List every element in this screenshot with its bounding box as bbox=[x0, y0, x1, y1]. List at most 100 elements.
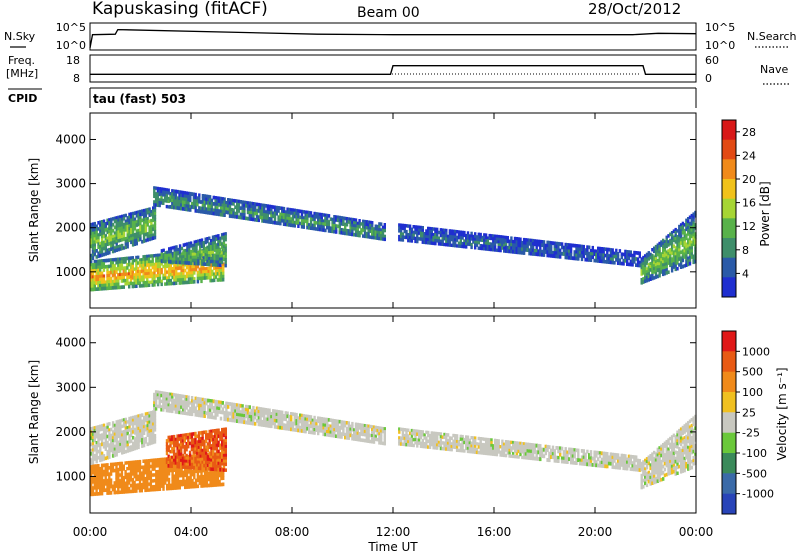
data-cell-band-5 bbox=[672, 259, 676, 263]
data-cell-band-4 bbox=[436, 239, 439, 243]
data-cell-band-2 bbox=[97, 440, 100, 445]
data-cell-band-0 bbox=[93, 275, 96, 279]
data-cell-band-1 bbox=[215, 428, 219, 433]
data-cell-band-1 bbox=[93, 225, 96, 229]
data-cell-band-3 bbox=[374, 236, 377, 240]
data-cell-band-3 bbox=[288, 414, 291, 419]
data-cell-band-0 bbox=[100, 488, 104, 493]
data-cell-band-3 bbox=[342, 216, 345, 220]
data-cell-band-1 bbox=[196, 466, 199, 470]
data-cell-band-0 bbox=[175, 477, 178, 481]
data-cell-band-3 bbox=[167, 199, 170, 203]
data-cell-band-1 bbox=[119, 226, 122, 231]
data-cell-band-0 bbox=[128, 275, 131, 279]
data-cell-band-3 bbox=[347, 424, 350, 428]
data-cell-band-0 bbox=[178, 272, 181, 276]
data-cell-band-1 bbox=[210, 432, 213, 436]
data-cell-band-5 bbox=[694, 256, 697, 261]
data-cell-band-2 bbox=[219, 254, 222, 259]
data-cell-band-5 bbox=[679, 250, 683, 254]
data-cell-band-3 bbox=[309, 421, 313, 425]
data-cell-band-0 bbox=[124, 266, 127, 270]
data-cell-band-3 bbox=[218, 406, 221, 411]
data-cell-band-1 bbox=[90, 244, 93, 249]
data-cell-band-0 bbox=[140, 488, 143, 493]
data-cell-band-4 bbox=[626, 253, 629, 257]
data-cell-band-3 bbox=[354, 218, 358, 222]
data-cell-band-2 bbox=[124, 429, 127, 433]
data-cell-band-2 bbox=[113, 447, 117, 452]
data-cell-band-0 bbox=[155, 268, 158, 272]
data-cell-band-1 bbox=[95, 236, 98, 241]
data-cell-band-4 bbox=[631, 253, 634, 258]
data-cell-band-0 bbox=[138, 468, 142, 473]
data-cell-band-3 bbox=[347, 436, 350, 440]
data-cell-band-4 bbox=[553, 247, 556, 252]
data-cell-band-3 bbox=[263, 420, 266, 424]
data-cell-band-3 bbox=[246, 408, 250, 412]
data-cell-band-0 bbox=[115, 474, 118, 479]
data-cell-band-3 bbox=[331, 418, 334, 423]
data-cell-band-1 bbox=[190, 441, 194, 446]
data-cell-band-1 bbox=[126, 221, 129, 226]
data-cell-band-0 bbox=[167, 282, 171, 286]
data-cell-band-1 bbox=[199, 463, 202, 468]
data-cell-band-4 bbox=[493, 245, 497, 249]
data-cell-band-2 bbox=[217, 248, 220, 253]
data-cell-band-4 bbox=[568, 255, 571, 260]
data-cell-band-0 bbox=[135, 463, 138, 467]
data-cell-band-4 bbox=[602, 256, 605, 261]
data-cell-band-5 bbox=[690, 228, 693, 233]
data-cell-band-3 bbox=[156, 200, 160, 205]
data-cell-band-2 bbox=[122, 418, 126, 422]
data-cell-band-1 bbox=[219, 467, 222, 472]
data-cell-band-4 bbox=[636, 251, 640, 255]
data-cell-band-0 bbox=[95, 482, 98, 487]
data-cell-band-1 bbox=[124, 245, 127, 250]
data-cell-band-2 bbox=[128, 445, 131, 450]
data-cell-band-5 bbox=[662, 269, 665, 274]
data-cell-band-3 bbox=[259, 410, 262, 414]
data-cell-band-1 bbox=[117, 239, 120, 243]
data-cell-band-4 bbox=[616, 261, 620, 265]
data-cell-band-1 bbox=[153, 226, 157, 231]
data-cell-band-4 bbox=[443, 234, 446, 238]
data-cell-band-3 bbox=[324, 222, 327, 227]
data-cell-band-0 bbox=[214, 480, 218, 484]
data-cell-band-5 bbox=[681, 237, 685, 241]
data-cell-band-1 bbox=[152, 206, 155, 210]
data-cell-band-5 bbox=[669, 254, 672, 258]
data-cell-band-3 bbox=[286, 222, 289, 227]
data-cell-band-3 bbox=[153, 186, 156, 190]
data-cell-band-2 bbox=[99, 433, 102, 438]
data-cell-band-5 bbox=[651, 262, 654, 266]
data-cell-band-2 bbox=[128, 440, 131, 444]
data-cell-band-1 bbox=[172, 449, 176, 454]
data-cell-band-2 bbox=[95, 431, 98, 436]
data-cell-band-3 bbox=[342, 426, 345, 431]
data-cell-band-3 bbox=[266, 420, 269, 425]
data-cell-band-2 bbox=[224, 249, 227, 253]
data-cell-band-0 bbox=[90, 486, 93, 490]
data-cell-band-5 bbox=[669, 232, 672, 237]
data-cell-band-0 bbox=[182, 269, 185, 273]
data-cell-band-2 bbox=[219, 248, 222, 253]
data-cell-band-4 bbox=[512, 249, 515, 254]
data-cell-band-4 bbox=[609, 251, 613, 255]
data-cell-band-5 bbox=[653, 264, 656, 268]
data-cell-band-3 bbox=[162, 391, 165, 395]
data-cell-band-3 bbox=[333, 220, 336, 225]
data-cell-band-1 bbox=[93, 234, 96, 238]
data-cell-band-0 bbox=[187, 268, 191, 273]
data-cell-band-5 bbox=[647, 266, 650, 270]
data-cell-band-4 bbox=[408, 224, 412, 228]
data-cell-band-2 bbox=[166, 250, 169, 255]
data-cell-band-3 bbox=[167, 191, 170, 195]
data-cell-band-3 bbox=[201, 413, 205, 418]
data-cell-band-2 bbox=[184, 248, 187, 253]
data-cell-band-3 bbox=[302, 222, 305, 226]
data-cell-band-0 bbox=[131, 466, 134, 470]
data-cell-band-3 bbox=[318, 422, 322, 427]
data-cell-band-0 bbox=[120, 473, 124, 477]
data-cell-band-0 bbox=[207, 272, 210, 277]
